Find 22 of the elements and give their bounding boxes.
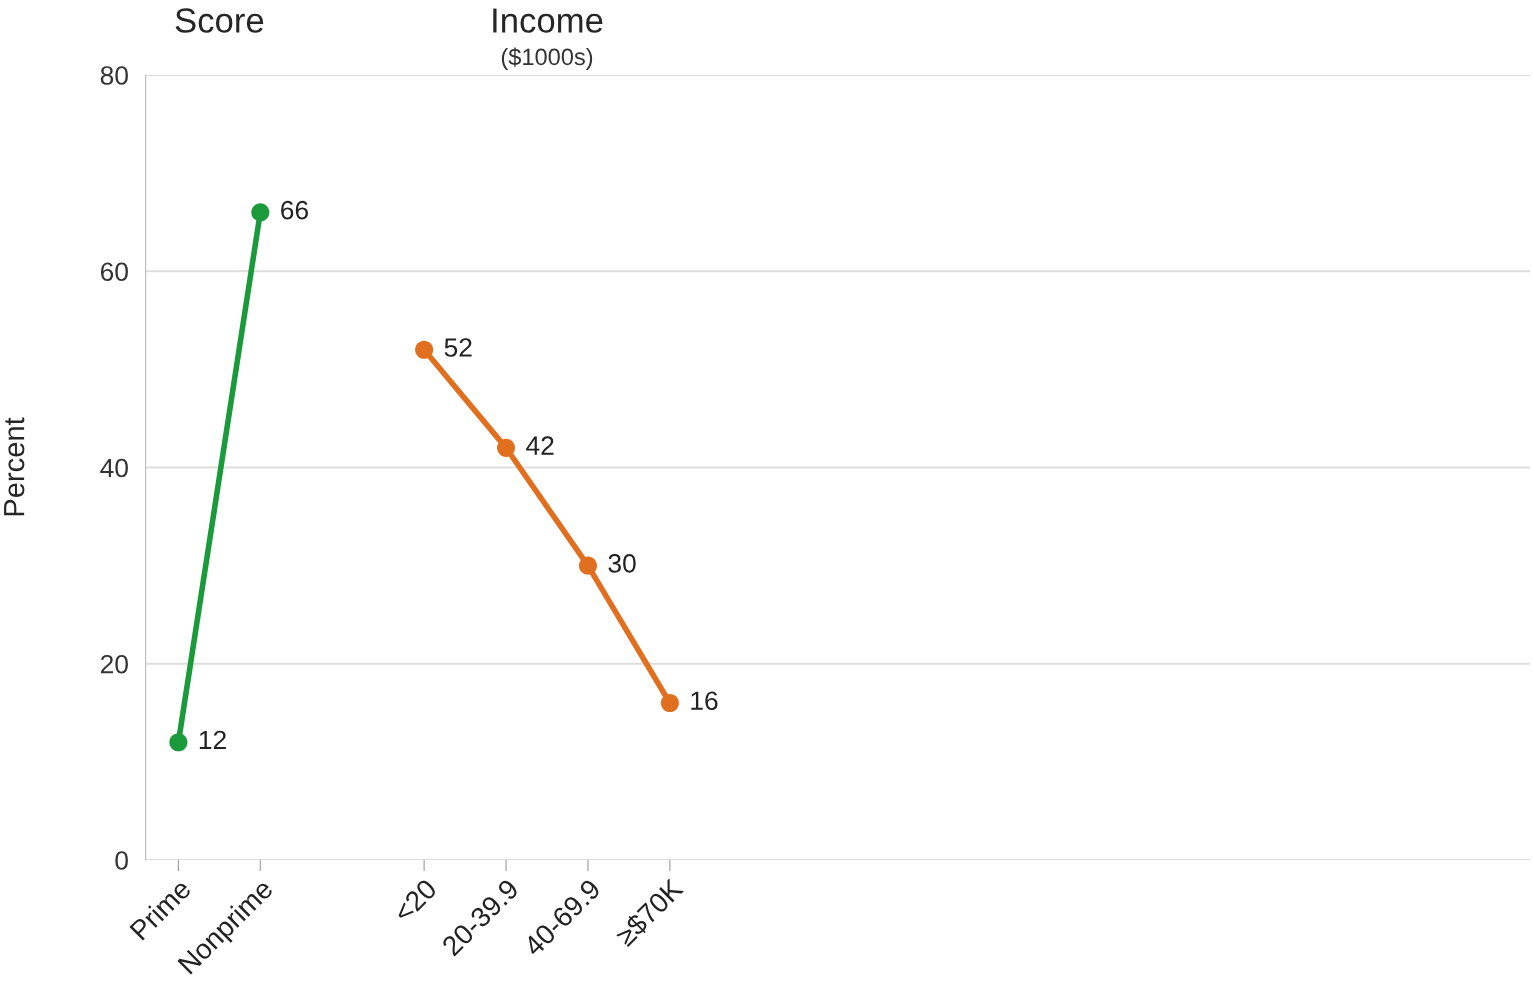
- data-label: 52: [444, 338, 472, 357]
- point: [497, 438, 516, 457]
- y-tick-label: 80: [100, 66, 128, 85]
- point: [415, 340, 434, 359]
- point: [169, 733, 188, 752]
- text: ($1000s): [501, 47, 593, 70]
- y-tick-label: 0: [115, 851, 128, 870]
- x-tick-label: <20: [392, 877, 438, 924]
- point: [578, 556, 597, 575]
- text: Score: [175, 8, 264, 33]
- y-tick-label: 20: [100, 654, 128, 674]
- point: [660, 693, 679, 713]
- data-label: 16: [691, 691, 718, 711]
- data-label: 66: [281, 200, 308, 220]
- data-label: 30: [608, 554, 636, 573]
- point: [251, 203, 270, 222]
- y-axis-title: Percent: [4, 417, 25, 516]
- y-tick-label: 60: [100, 262, 128, 282]
- text: Income: [493, 8, 603, 33]
- data-label: 12: [199, 730, 226, 750]
- data-label: 42: [526, 436, 554, 455]
- y-tick-label: 40: [100, 458, 128, 478]
